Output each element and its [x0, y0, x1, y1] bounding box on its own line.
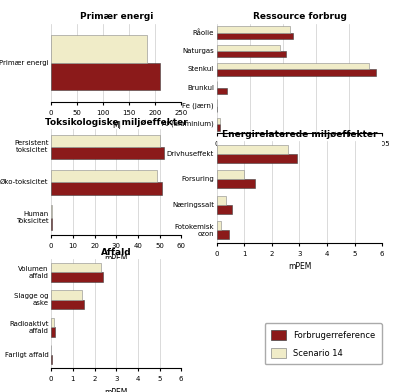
Bar: [51, 147, 164, 159]
Bar: [51, 300, 84, 310]
X-axis label: mPEM: mPEM: [104, 388, 128, 392]
Bar: [51, 263, 101, 272]
Bar: [217, 124, 220, 131]
Bar: [51, 205, 52, 218]
Bar: [217, 205, 232, 214]
X-axis label: mPR: mPR: [291, 152, 308, 162]
Title: Primær energi: Primær energi: [80, 13, 153, 21]
Bar: [51, 290, 82, 300]
Bar: [51, 63, 160, 90]
Title: Affald: Affald: [101, 248, 132, 256]
Bar: [217, 33, 293, 39]
Bar: [217, 145, 288, 154]
Bar: [217, 196, 226, 205]
Bar: [217, 87, 227, 94]
Bar: [217, 69, 375, 76]
Bar: [217, 180, 255, 188]
X-axis label: MJ: MJ: [112, 121, 121, 130]
Bar: [51, 35, 147, 63]
Bar: [217, 51, 286, 57]
Bar: [217, 230, 229, 239]
Bar: [217, 45, 280, 51]
Bar: [51, 182, 162, 195]
Bar: [51, 135, 160, 147]
Title: Ressource forbrug: Ressource forbrug: [253, 13, 346, 21]
Bar: [217, 118, 220, 124]
Bar: [217, 154, 297, 163]
Legend: Forbrugerreference, Scenario 14: Forbrugerreference, Scenario 14: [265, 323, 382, 364]
Title: Toksikologiske miljøeffekter: Toksikologiske miljøeffekter: [45, 118, 188, 127]
Bar: [51, 318, 54, 327]
Bar: [217, 63, 369, 69]
Bar: [51, 327, 55, 337]
Title: Energirelaterede miljøeffekter: Energirelaterede miljøeffekter: [222, 130, 377, 139]
X-axis label: mPEM: mPEM: [288, 262, 311, 271]
Bar: [51, 218, 52, 230]
Bar: [51, 272, 103, 282]
Bar: [217, 221, 221, 230]
Bar: [217, 171, 244, 180]
Bar: [51, 355, 52, 365]
Bar: [217, 26, 290, 33]
X-axis label: mPEM: mPEM: [104, 254, 128, 263]
Bar: [51, 170, 158, 182]
